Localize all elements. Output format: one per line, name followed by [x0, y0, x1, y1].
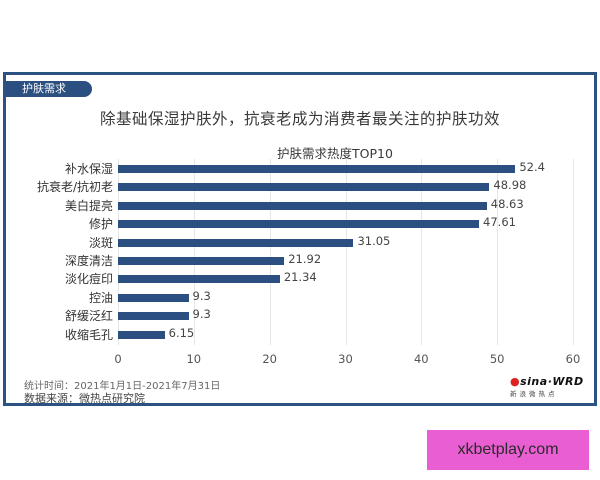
- gridline: [421, 159, 423, 345]
- bar: [118, 220, 480, 228]
- x-tick: 10: [186, 352, 202, 366]
- gridline: [193, 159, 195, 345]
- chart-title: 护肤需求热度TOP10: [277, 146, 393, 161]
- category-label: 美白提亮: [64, 199, 113, 213]
- stat-period: 统计时间：2021年1月1日-2021年7月31日: [24, 381, 221, 392]
- category-label: 深度清洁: [64, 254, 113, 268]
- bar: [118, 165, 516, 173]
- category-label: 收缩毛孔: [64, 328, 113, 342]
- bar: [118, 257, 285, 265]
- sina-wrd-logo: ●sina·WRD 新浪微热点: [510, 375, 584, 403]
- headline: 除基础保湿护肤外，抗衰老成为消费者最关注的护肤功效: [99, 110, 500, 128]
- chart-frame: 护肤需求 除基础保湿护肤外，抗衰老成为消费者最关注的护肤功效 护肤需求热度TOP…: [3, 72, 597, 406]
- gridline: [118, 159, 119, 345]
- value-label: 52.4: [519, 160, 545, 174]
- watermark-banner: xkbetplay.com: [427, 430, 589, 470]
- gridline: [497, 159, 499, 345]
- bar: [118, 275, 280, 283]
- value-label: 21.34: [283, 270, 317, 284]
- logo-subtitle: 新浪微热点: [510, 390, 558, 398]
- value-label: 9.3: [192, 307, 211, 321]
- value-label: 48.63: [490, 197, 524, 211]
- value-label: 21.92: [288, 252, 322, 266]
- category-label: 舒缓泛红: [64, 309, 113, 323]
- bar: [118, 183, 490, 191]
- section-tag: 护肤需求: [6, 81, 92, 97]
- bar: [118, 294, 189, 302]
- category-label: 淡斑: [88, 236, 113, 250]
- x-tick: 60: [565, 352, 581, 366]
- category-label: 修护: [88, 217, 113, 231]
- logo-wordmark: ●sina·WRD: [510, 375, 584, 388]
- x-tick: 40: [413, 352, 429, 366]
- gridline: [345, 159, 347, 345]
- bar: [118, 202, 487, 210]
- bar: [118, 312, 189, 320]
- value-label: 48.98: [493, 178, 527, 192]
- value-label: 47.61: [483, 215, 516, 229]
- category-label: 控油: [88, 291, 113, 305]
- category-label: 淡化痘印: [64, 272, 113, 286]
- plot-area: 补水保湿 抗衰老/抗初老 美白提亮 修护 淡斑 深度清洁 淡化痘印 控油 舒缓泛…: [37, 155, 574, 345]
- x-tick: 50: [489, 352, 505, 366]
- gridline: [573, 159, 574, 345]
- x-tick: 20: [262, 352, 278, 366]
- gridline: [269, 159, 271, 345]
- x-tick: 30: [338, 352, 353, 366]
- value-label: 31.05: [357, 234, 391, 248]
- sina-eye-icon: ●: [510, 375, 521, 388]
- data-source: 数据来源：微热点研究院: [24, 392, 145, 405]
- category-label: 补水保湿: [64, 162, 113, 176]
- bar: [118, 239, 354, 247]
- category-label: 抗衰老/抗初老: [36, 180, 113, 194]
- x-tick: 0: [114, 352, 122, 366]
- value-label: 6.15: [168, 326, 195, 340]
- value-label: 9.3: [192, 289, 211, 303]
- bar: [118, 331, 165, 339]
